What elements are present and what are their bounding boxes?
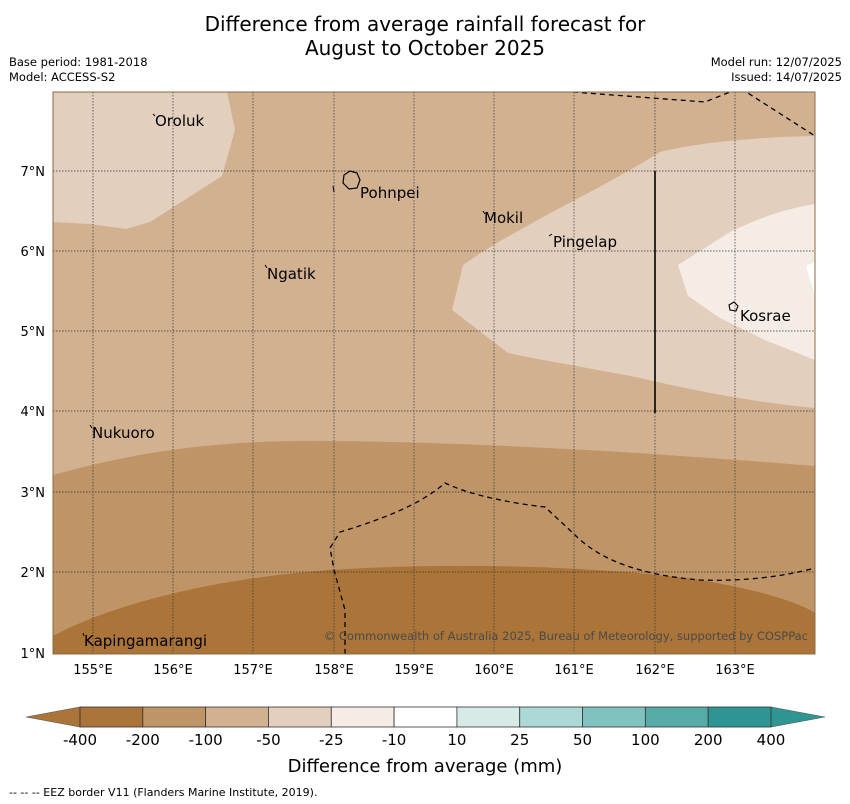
- lon-tick-label: 162°E: [635, 663, 675, 678]
- colorbar-label: 100: [631, 731, 660, 749]
- colorbar-swatch: [79, 706, 144, 728]
- contour-fill-minus400: [53, 565, 815, 654]
- run-info: Model run: 12/07/2025 Issued: 14/07/2025: [711, 55, 842, 85]
- place-label-kosrae: Kosrae: [740, 307, 791, 325]
- colorbar: -400 -200 -100 -50 -25 -10 10 25 50 100 200 400: [25, 706, 826, 749]
- place-label-ngatik: Ngatik: [267, 265, 316, 283]
- colorbar-label: 25: [510, 731, 529, 749]
- model-run: Model run: 12/07/2025: [710, 55, 842, 69]
- colorbar-swatch: [330, 706, 395, 728]
- colorbar-swatch: [393, 706, 458, 728]
- lon-tick-label: 161°E: [554, 663, 594, 678]
- colorbar-label: -25: [319, 731, 344, 749]
- colorbar-swatch: [582, 706, 646, 728]
- eez-footnote: -- -- -- EEZ border V11 (Flanders Marine…: [9, 786, 318, 799]
- colorbar-swatch: [519, 706, 583, 728]
- lon-tick-label: 155°E: [73, 663, 113, 678]
- colorbar-label: 50: [573, 731, 592, 749]
- colorbar-swatch: [205, 706, 269, 728]
- colorbar-label: -400: [63, 731, 97, 749]
- lat-tick-label: 7°N: [21, 165, 46, 180]
- pohnpei-island-shape: [342, 170, 361, 190]
- colorbar-swatch: [707, 706, 772, 728]
- map-title: Difference from average rainfall forecas…: [0, 12, 850, 60]
- contour-fill-minus10-e: [806, 262, 815, 296]
- lon-tick-label: 157°E: [233, 663, 273, 678]
- colorbar-title: Difference from average (mm): [288, 756, 563, 777]
- contour-fill-minus50-e: [452, 136, 815, 408]
- colorbar-extend-low: [25, 706, 81, 728]
- colorbar-swatch: [142, 706, 207, 728]
- model-name: Model: ACCESS-S2: [9, 70, 116, 84]
- colorbar-label: -10: [382, 731, 407, 749]
- colorbar-extend-high: [770, 706, 826, 728]
- title-line-2: August to October 2025: [304, 36, 546, 60]
- map-frame: [52, 91, 816, 655]
- place-label-kapingamarangi: Kapingamarangi: [84, 632, 207, 650]
- island-markers: [82, 113, 553, 637]
- kosrae-island-shape: [728, 301, 739, 312]
- place-label-oroluk: Oroluk: [155, 112, 204, 130]
- colorbar-label: -100: [189, 731, 223, 749]
- ant-atoll-mark: [332, 185, 335, 193]
- lat-tick-label: 6°N: [21, 245, 46, 260]
- lat-tick-label: 4°N: [21, 405, 46, 420]
- lon-tick-label: 159°E: [394, 663, 434, 678]
- title-line-1: Difference from average rainfall forecas…: [204, 12, 646, 36]
- lon-tick-label: 156°E: [153, 663, 193, 678]
- lon-tick-label: 158°E: [314, 663, 354, 678]
- colorbar-swatch: [644, 706, 709, 728]
- lat-tick-label: 1°N: [21, 647, 46, 662]
- eez-border: [329, 92, 815, 654]
- colorbar-swatch: [456, 706, 521, 728]
- place-label-nukuoro: Nukuoro: [92, 424, 155, 442]
- base-period: Base period: 1981-2018: [9, 55, 148, 69]
- colorbar-swatch: [268, 706, 332, 728]
- place-label-pohnpei: Pohnpei: [360, 184, 420, 202]
- lat-tick-label: 2°N: [21, 566, 46, 581]
- lon-tick-label: 160°E: [474, 663, 514, 678]
- colorbar-label: -200: [126, 731, 160, 749]
- map-area: Oroluk Pohnpei Mokil Pingelap Ngatik Kos…: [53, 92, 815, 654]
- issued-date: Issued: 14/07/2025: [731, 70, 842, 84]
- contour-fill-minus25-e: [678, 204, 815, 360]
- model-info: Base period: 1981-2018 Model: ACCESS-S2: [9, 55, 148, 85]
- contour-fill-minus50-nw: [53, 92, 235, 229]
- colorbar-label: 10: [447, 731, 466, 749]
- colorbar-label: 400: [757, 731, 786, 749]
- copyright-notice: © Commonwealth of Australia 2025, Bureau…: [324, 629, 808, 643]
- lat-tick-label: 3°N: [21, 486, 46, 501]
- colorbar-label: 200: [694, 731, 723, 749]
- lon-tick-label: 163°E: [715, 663, 755, 678]
- lat-tick-label: 5°N: [21, 325, 46, 340]
- colorbar-label: -50: [256, 731, 281, 749]
- place-label-mokil: Mokil: [484, 209, 523, 227]
- place-label-pingelap: Pingelap: [553, 233, 617, 251]
